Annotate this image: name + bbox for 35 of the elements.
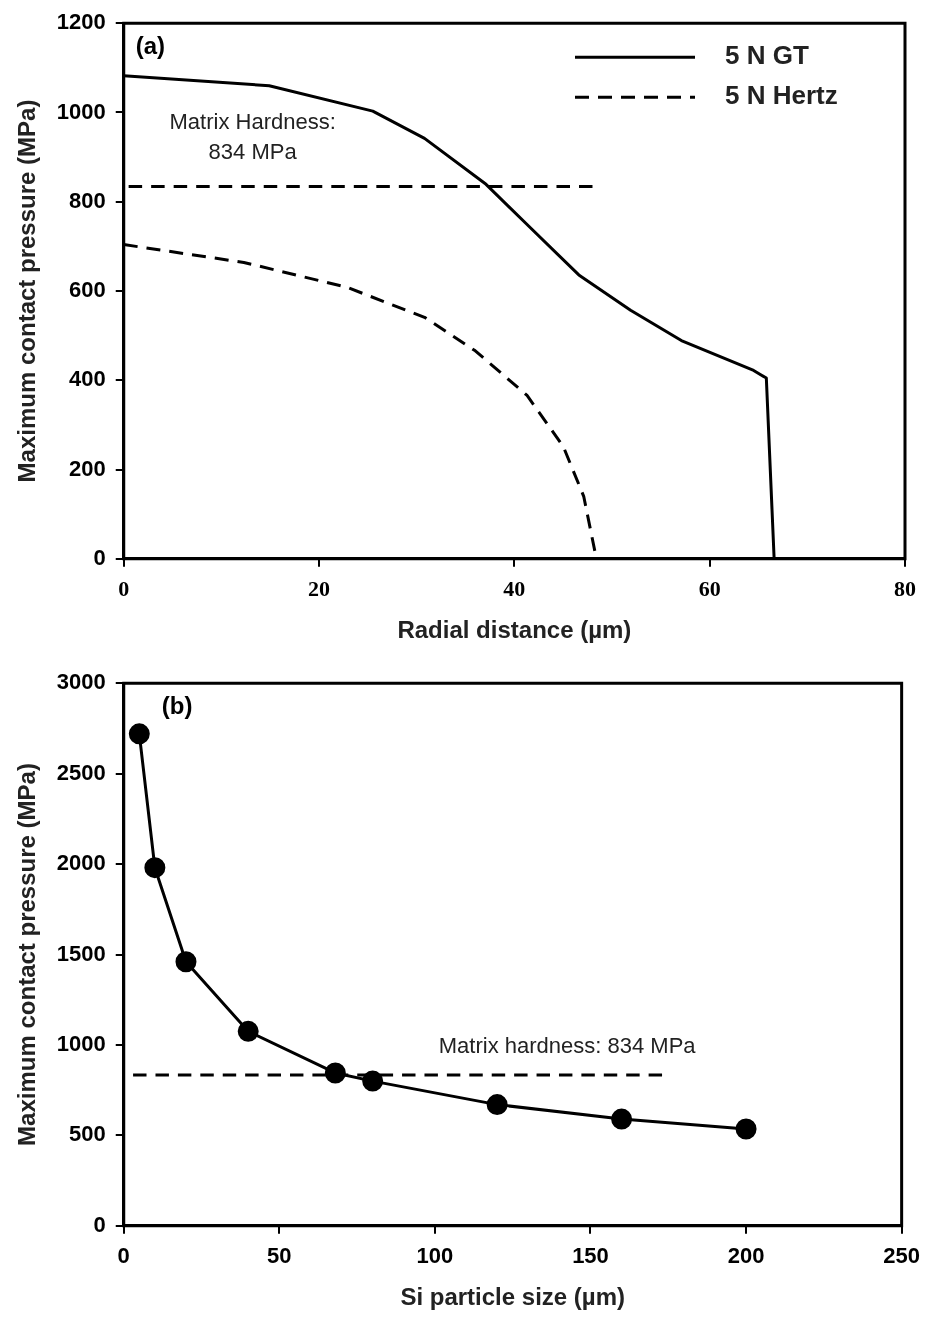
x-tick-label: 250 [883,1243,921,1269]
annotation: Matrix Hardness: 834 MPa [169,109,336,165]
x-tick-label: 0 [118,575,130,601]
y-tick-label: 400 [69,366,106,392]
x-tick-label: 50 [267,1243,292,1269]
x-tick-label: 40 [503,575,526,601]
annotation: Matrix hardness: 834 MPa [438,1032,697,1058]
y-tick-label: 1000 [56,1031,106,1056]
legend-label: 5 N Hertz [725,80,838,111]
x-tick-label: 80 [894,575,916,601]
x-tick-label: 200 [727,1243,765,1269]
y-tick-label: 1500 [56,940,106,966]
y-axis-title: Maximum contact pressure (MPa) [13,99,41,483]
y-tick-label: 800 [69,187,106,213]
y-tick-label: 600 [69,277,106,303]
y-tick-label: 3000 [56,669,106,695]
chart-title: (b) [161,691,193,719]
y-tick-label: 2500 [56,759,106,785]
y-axis-title: Maximum contact pressure (MPa) [13,763,41,1146]
y-tick-label: 0 [93,544,106,570]
x-axis-title: Si particle size (µm) [400,1283,625,1311]
x-tick-label: 20 [308,575,331,601]
x-axis-title: Radial distance (µm) [397,616,632,644]
y-tick-label: 500 [69,1121,106,1147]
y-tick-label: 0 [93,1211,106,1237]
x-tick-label: 60 [698,575,721,601]
legend-label: 5 N GT [725,40,809,71]
chart-title: (a) [135,31,166,59]
x-tick-label: 0 [117,1243,130,1269]
y-tick-label: 1000 [56,98,106,124]
y-tick-label: 1200 [56,9,106,35]
x-tick-label: 150 [572,1243,609,1269]
x-tick-label: 100 [416,1243,454,1269]
y-tick-label: 2000 [56,850,106,876]
y-tick-label: 200 [69,455,106,481]
